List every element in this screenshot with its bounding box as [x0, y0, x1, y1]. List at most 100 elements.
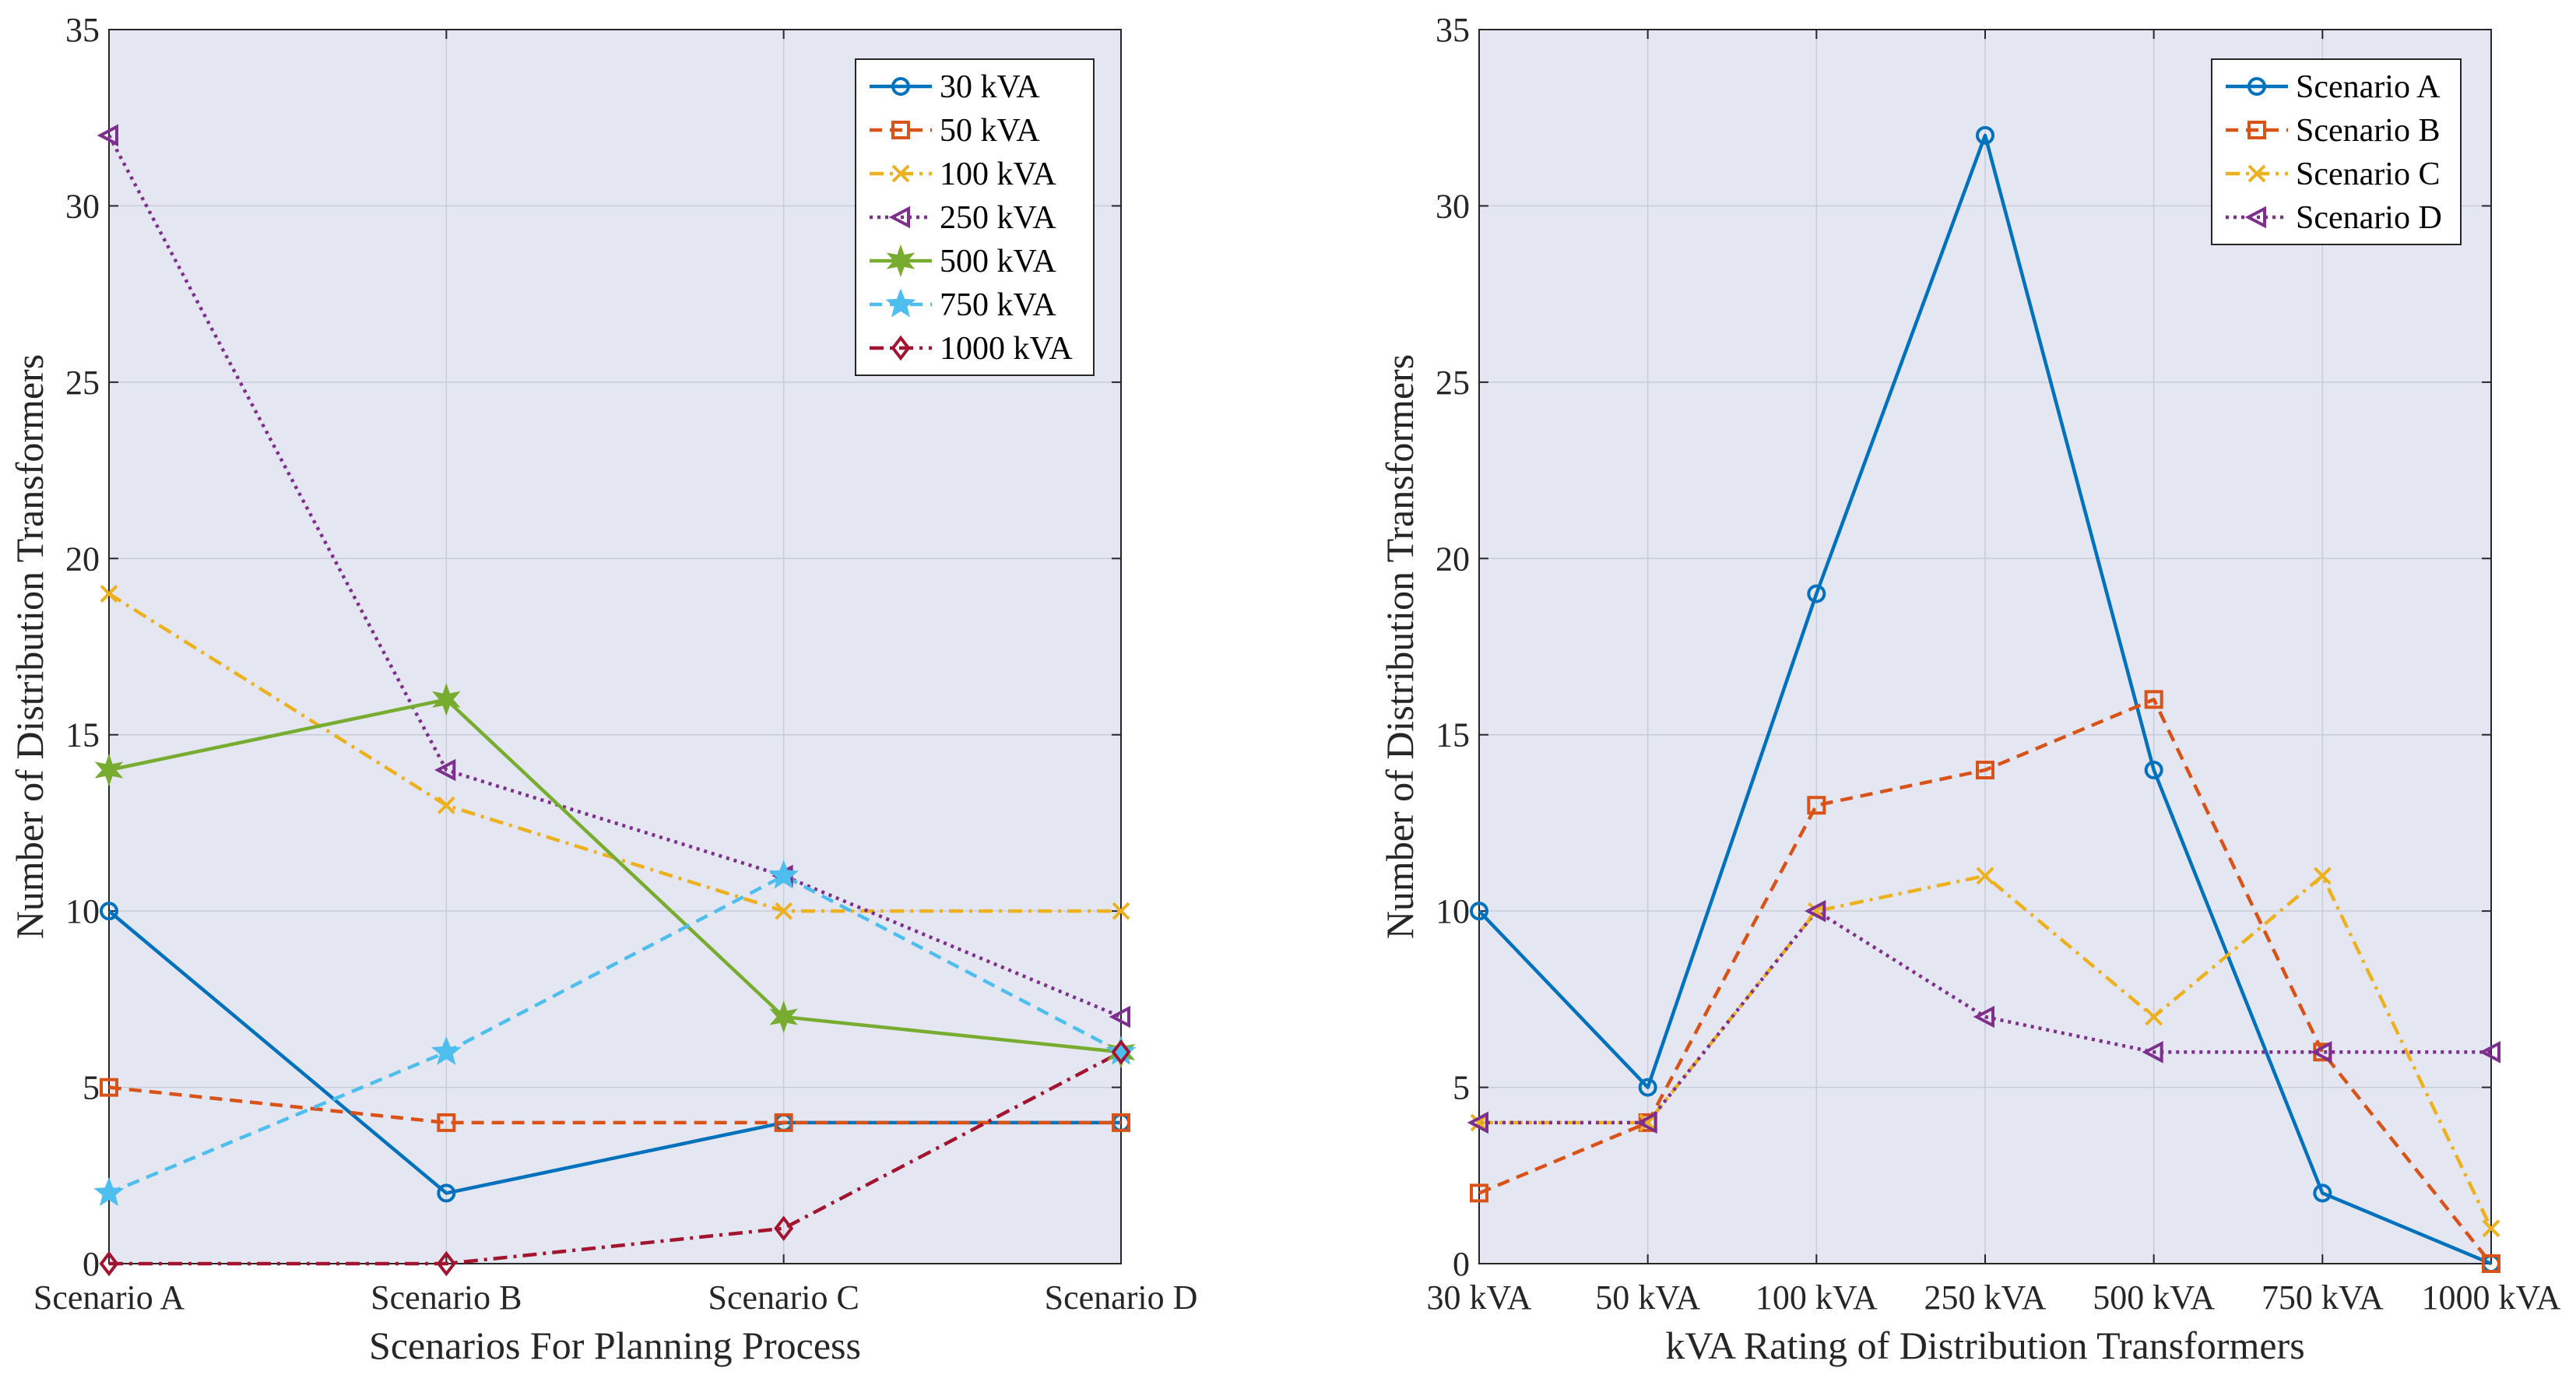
- y-tick-label: 25: [65, 364, 100, 402]
- series-line-5: [108, 874, 1123, 1195]
- data-point-1-3: [1976, 761, 1994, 779]
- series-line-3: [1479, 909, 2491, 1125]
- data-point-6-1: [436, 1250, 456, 1277]
- data-point-3-4: [2142, 1040, 2163, 1064]
- legend-entry-2: Scenario C: [2296, 156, 2440, 192]
- data-point-0-3: [1976, 125, 1994, 145]
- data-point-5-0: [93, 1176, 125, 1207]
- data-point-0-5: [2313, 1183, 2332, 1203]
- left-chart: 0 5 10 15 20 25 30 35 Scenario A Scenario B Scenar…: [8, 11, 1197, 1367]
- data-point-1-0: [100, 1078, 118, 1097]
- y-tick-label: 5: [1453, 1069, 1470, 1107]
- data-point-6-3: [1111, 1039, 1131, 1065]
- data-point-3-3: [1109, 1005, 1130, 1029]
- axes-frame: [108, 29, 1122, 1264]
- legend-entry-1: 50 kVA: [940, 113, 1040, 149]
- legend-box: [2211, 58, 2462, 245]
- y-axis-title: Number of Distribution Transformers: [1378, 354, 1422, 939]
- y-tick-label: 20: [65, 540, 100, 578]
- right-chart: 0 5 10 15 20 25 30 35 30 kVA 50 kVA 100 kVA 250 kVA…: [1378, 11, 2561, 1367]
- data-point-5-2: [768, 860, 800, 889]
- data-point-1-2: [774, 1113, 793, 1132]
- legend-marker-1: [891, 121, 910, 139]
- legend-marker-2: [891, 164, 910, 183]
- data-point-3-5: [2311, 1040, 2332, 1064]
- legend-marker-3: [2244, 206, 2266, 229]
- legend-entry-3: 250 kVA: [940, 200, 1056, 236]
- data-point-2-4: [2145, 1007, 2163, 1026]
- data-point-4-1: [431, 683, 461, 716]
- x-axis-title: kVA Rating of Distribution Transformers: [1665, 1324, 2304, 1367]
- data-point-1-0: [1470, 1183, 1488, 1203]
- x-tick-label: Scenario B: [371, 1278, 522, 1317]
- legend-marker-0: [891, 77, 910, 96]
- data-point-0-1: [437, 1183, 456, 1203]
- data-point-0-2: [1807, 584, 1826, 603]
- x-tick-label: 250 kVA: [1924, 1278, 2047, 1317]
- data-point-1-4: [2144, 690, 2163, 709]
- data-point-1-2: [1807, 796, 1826, 815]
- legend-entry-3: Scenario D: [2296, 200, 2442, 236]
- series-line-4: [108, 698, 1122, 1054]
- data-point-2-6: [2482, 1219, 2500, 1238]
- data-point-0-0: [100, 902, 118, 921]
- data-point-2-0: [1470, 1113, 1488, 1132]
- data-point-2-0: [100, 585, 118, 603]
- data-point-3-1: [1636, 1111, 1657, 1134]
- data-point-6-0: [99, 1250, 119, 1277]
- legend-entry-2: 100 kVA: [940, 156, 1056, 192]
- legend-entry-5: 750 kVA: [940, 287, 1056, 323]
- x-tick-label: Scenario C: [708, 1278, 859, 1317]
- legend-marker-6: [891, 335, 911, 361]
- x-tick-label: Scenario A: [33, 1278, 185, 1317]
- data-point-4-2: [769, 1000, 799, 1034]
- legend-marker-5: [885, 288, 916, 318]
- data-point-2-1: [437, 796, 455, 814]
- data-point-3-0: [1467, 1111, 1488, 1134]
- y-tick-label: 0: [1453, 1245, 1470, 1283]
- y-tick-label: 35: [1436, 11, 1470, 49]
- y-tick-label: 0: [83, 1245, 100, 1283]
- legend-marker-0: [2247, 77, 2266, 96]
- legend-marker-4: [886, 244, 915, 278]
- legend-entry-1: Scenario B: [2296, 113, 2440, 149]
- data-point-0-4: [2144, 761, 2163, 779]
- y-tick-label: 35: [65, 11, 100, 49]
- y-tick-label: 15: [1436, 716, 1470, 754]
- data-point-3-6: [2479, 1040, 2500, 1064]
- series-line-3: [107, 134, 1122, 1019]
- legend-marker-3: [888, 206, 910, 229]
- data-point-2-3: [1976, 867, 1994, 885]
- y-tick-label: 10: [65, 892, 100, 930]
- data-point-2-1: [1639, 1113, 1657, 1132]
- data-point-0-0: [1470, 902, 1488, 921]
- x-tick-label: 30 kVA: [1427, 1278, 1532, 1317]
- data-point-6-2: [774, 1215, 794, 1241]
- x-axis-title: Scenarios For Planning Process: [369, 1324, 861, 1367]
- data-point-4-0: [94, 753, 124, 787]
- x-tick-label: 50 kVA: [1595, 1278, 1700, 1317]
- x-tick-label: 1000 kVA: [2422, 1278, 2561, 1317]
- data-point-0-1: [1638, 1078, 1657, 1097]
- x-tick-label: 100 kVA: [1755, 1278, 1878, 1317]
- y-tick-label: 10: [1436, 892, 1470, 930]
- data-point-3-2: [1805, 899, 1826, 923]
- x-tick-label: 500 kVA: [2093, 1278, 2215, 1317]
- y-tick-label: 25: [1436, 364, 1470, 402]
- x-tick-label: 750 kVA: [2261, 1278, 2384, 1317]
- legend-entry-6: 1000 kVA: [940, 331, 1073, 367]
- series-line-0: [107, 909, 1121, 1195]
- x-tick-label: Scenario D: [1045, 1278, 1198, 1317]
- data-point-2-5: [2313, 867, 2332, 885]
- legend-entry-0: Scenario A: [2296, 69, 2441, 105]
- data-point-5-1: [431, 1036, 462, 1065]
- data-point-3-3: [1973, 1005, 1994, 1029]
- y-axis-title: Number of Distribution Transformers: [8, 354, 51, 939]
- y-tick-label: 5: [83, 1069, 100, 1107]
- y-tick-label: 30: [65, 187, 100, 225]
- series-line-6: [109, 1050, 1123, 1266]
- data-point-1-6: [2482, 1254, 2500, 1273]
- data-point-1-3: [1112, 1113, 1130, 1132]
- data-point-1-1: [437, 1113, 456, 1132]
